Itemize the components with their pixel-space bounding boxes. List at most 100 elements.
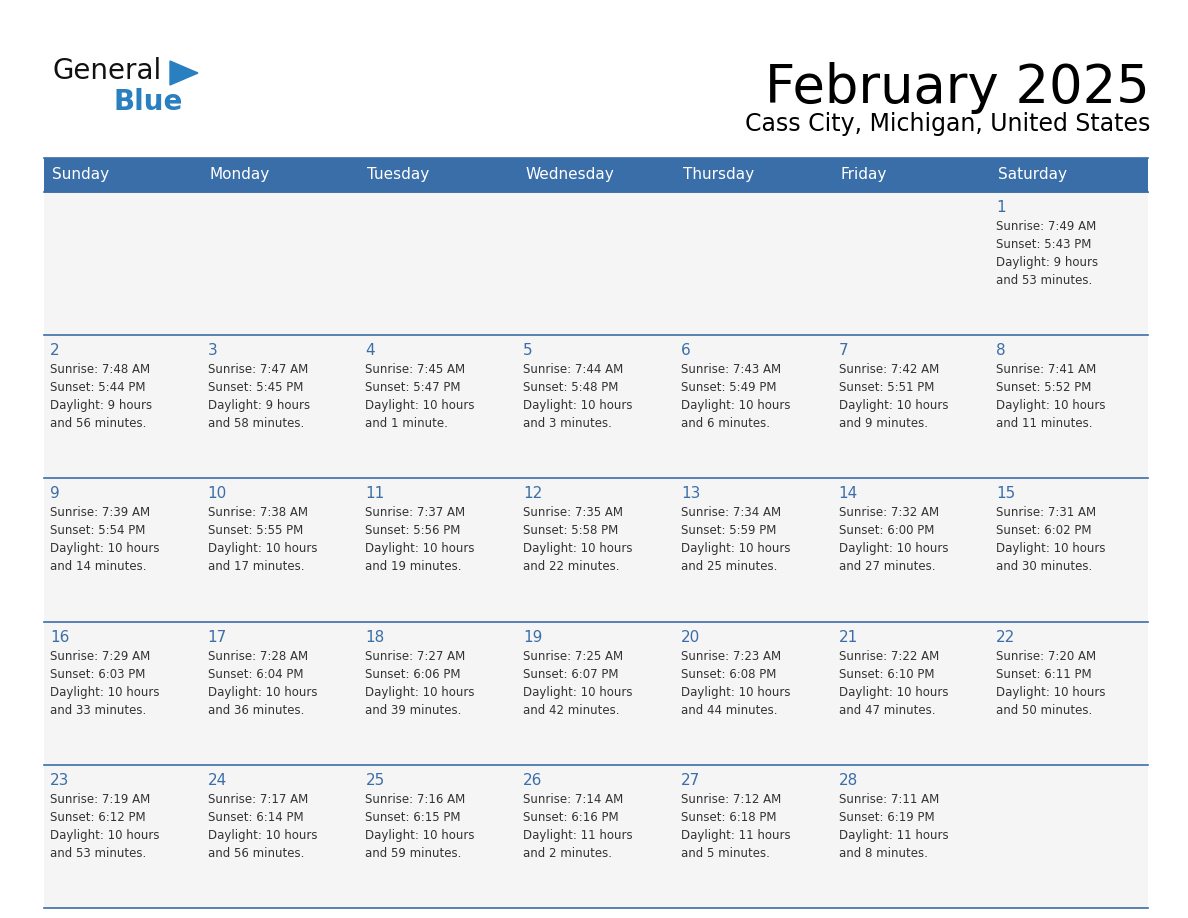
Text: 28: 28 — [839, 773, 858, 788]
Text: Sunrise: 7:34 AM: Sunrise: 7:34 AM — [681, 507, 781, 520]
Text: and 14 minutes.: and 14 minutes. — [50, 560, 146, 574]
Text: and 22 minutes.: and 22 minutes. — [523, 560, 620, 574]
Text: Wednesday: Wednesday — [525, 167, 614, 183]
Text: 18: 18 — [366, 630, 385, 644]
Text: and 2 minutes.: and 2 minutes. — [523, 846, 612, 860]
Text: Daylight: 10 hours: Daylight: 10 hours — [50, 829, 159, 842]
Text: Daylight: 10 hours: Daylight: 10 hours — [366, 829, 475, 842]
Text: 10: 10 — [208, 487, 227, 501]
Text: Sunrise: 7:49 AM: Sunrise: 7:49 AM — [997, 220, 1097, 233]
Text: and 56 minutes.: and 56 minutes. — [50, 417, 146, 431]
Text: Daylight: 10 hours: Daylight: 10 hours — [523, 399, 633, 412]
Text: Sunrise: 7:25 AM: Sunrise: 7:25 AM — [523, 650, 624, 663]
Text: 5: 5 — [523, 343, 532, 358]
Text: Sunrise: 7:12 AM: Sunrise: 7:12 AM — [681, 793, 781, 806]
Text: Sunrise: 7:23 AM: Sunrise: 7:23 AM — [681, 650, 781, 663]
Text: Sunset: 6:19 PM: Sunset: 6:19 PM — [839, 811, 934, 823]
Text: 4: 4 — [366, 343, 375, 358]
Text: Sunrise: 7:43 AM: Sunrise: 7:43 AM — [681, 364, 781, 376]
Text: and 19 minutes.: and 19 minutes. — [366, 560, 462, 574]
Text: 25: 25 — [366, 773, 385, 788]
Text: Sunset: 5:49 PM: Sunset: 5:49 PM — [681, 381, 776, 394]
Text: and 53 minutes.: and 53 minutes. — [997, 274, 1093, 287]
Text: Daylight: 10 hours: Daylight: 10 hours — [997, 399, 1106, 412]
Text: Daylight: 10 hours: Daylight: 10 hours — [681, 543, 790, 555]
Text: 20: 20 — [681, 630, 700, 644]
Text: Sunset: 5:55 PM: Sunset: 5:55 PM — [208, 524, 303, 537]
Text: Daylight: 11 hours: Daylight: 11 hours — [681, 829, 790, 842]
Text: Sunrise: 7:48 AM: Sunrise: 7:48 AM — [50, 364, 150, 376]
Text: Sunrise: 7:31 AM: Sunrise: 7:31 AM — [997, 507, 1097, 520]
Text: Sunset: 6:04 PM: Sunset: 6:04 PM — [208, 667, 303, 680]
Text: 14: 14 — [839, 487, 858, 501]
Text: Sunrise: 7:42 AM: Sunrise: 7:42 AM — [839, 364, 939, 376]
Text: 1: 1 — [997, 200, 1006, 215]
Text: 19: 19 — [523, 630, 543, 644]
Text: 7: 7 — [839, 343, 848, 358]
Text: Sunset: 6:07 PM: Sunset: 6:07 PM — [523, 667, 619, 680]
Text: and 36 minutes.: and 36 minutes. — [208, 703, 304, 717]
Text: Sunset: 6:14 PM: Sunset: 6:14 PM — [208, 811, 303, 823]
Text: and 50 minutes.: and 50 minutes. — [997, 703, 1093, 717]
Text: Blue: Blue — [114, 88, 183, 116]
Text: Daylight: 10 hours: Daylight: 10 hours — [208, 543, 317, 555]
Text: Daylight: 10 hours: Daylight: 10 hours — [681, 686, 790, 699]
Text: Daylight: 10 hours: Daylight: 10 hours — [997, 686, 1106, 699]
Text: General: General — [52, 57, 162, 85]
Text: February 2025: February 2025 — [765, 62, 1150, 114]
Text: Sunset: 5:52 PM: Sunset: 5:52 PM — [997, 381, 1092, 394]
Text: 15: 15 — [997, 487, 1016, 501]
Text: Sunset: 5:44 PM: Sunset: 5:44 PM — [50, 381, 145, 394]
Text: and 9 minutes.: and 9 minutes. — [839, 417, 928, 431]
Text: Sunset: 5:47 PM: Sunset: 5:47 PM — [366, 381, 461, 394]
Text: Cass City, Michigan, United States: Cass City, Michigan, United States — [745, 112, 1150, 136]
Text: and 1 minute.: and 1 minute. — [366, 417, 448, 431]
Text: Sunset: 6:02 PM: Sunset: 6:02 PM — [997, 524, 1092, 537]
Text: Sunset: 5:43 PM: Sunset: 5:43 PM — [997, 238, 1092, 251]
Text: and 17 minutes.: and 17 minutes. — [208, 560, 304, 574]
Text: Sunrise: 7:45 AM: Sunrise: 7:45 AM — [366, 364, 466, 376]
Text: and 58 minutes.: and 58 minutes. — [208, 417, 304, 431]
Text: Sunrise: 7:14 AM: Sunrise: 7:14 AM — [523, 793, 624, 806]
Text: and 8 minutes.: and 8 minutes. — [839, 846, 928, 860]
Text: Sunrise: 7:44 AM: Sunrise: 7:44 AM — [523, 364, 624, 376]
Text: Sunrise: 7:32 AM: Sunrise: 7:32 AM — [839, 507, 939, 520]
Text: Friday: Friday — [841, 167, 887, 183]
Text: Sunrise: 7:47 AM: Sunrise: 7:47 AM — [208, 364, 308, 376]
Text: Sunrise: 7:11 AM: Sunrise: 7:11 AM — [839, 793, 939, 806]
Text: and 47 minutes.: and 47 minutes. — [839, 703, 935, 717]
Text: 23: 23 — [50, 773, 69, 788]
Text: 8: 8 — [997, 343, 1006, 358]
Text: Sunset: 6:00 PM: Sunset: 6:00 PM — [839, 524, 934, 537]
Text: 22: 22 — [997, 630, 1016, 644]
Text: and 42 minutes.: and 42 minutes. — [523, 703, 620, 717]
Text: and 27 minutes.: and 27 minutes. — [839, 560, 935, 574]
Text: 13: 13 — [681, 487, 700, 501]
Text: Daylight: 10 hours: Daylight: 10 hours — [50, 543, 159, 555]
Text: Sunset: 5:51 PM: Sunset: 5:51 PM — [839, 381, 934, 394]
Text: Daylight: 10 hours: Daylight: 10 hours — [50, 686, 159, 699]
Text: and 56 minutes.: and 56 minutes. — [208, 846, 304, 860]
Text: 2: 2 — [50, 343, 59, 358]
Text: Sunset: 6:15 PM: Sunset: 6:15 PM — [366, 811, 461, 823]
Polygon shape — [170, 61, 198, 85]
Text: and 39 minutes.: and 39 minutes. — [366, 703, 462, 717]
Text: Daylight: 10 hours: Daylight: 10 hours — [523, 543, 633, 555]
Text: Sunrise: 7:39 AM: Sunrise: 7:39 AM — [50, 507, 150, 520]
Text: Sunset: 5:54 PM: Sunset: 5:54 PM — [50, 524, 145, 537]
Text: Sunset: 5:56 PM: Sunset: 5:56 PM — [366, 524, 461, 537]
Text: 11: 11 — [366, 487, 385, 501]
Text: Sunrise: 7:17 AM: Sunrise: 7:17 AM — [208, 793, 308, 806]
Text: Sunset: 6:08 PM: Sunset: 6:08 PM — [681, 667, 776, 680]
Text: Sunset: 6:10 PM: Sunset: 6:10 PM — [839, 667, 934, 680]
Text: and 5 minutes.: and 5 minutes. — [681, 846, 770, 860]
Text: Sunrise: 7:28 AM: Sunrise: 7:28 AM — [208, 650, 308, 663]
Text: and 6 minutes.: and 6 minutes. — [681, 417, 770, 431]
Text: and 33 minutes.: and 33 minutes. — [50, 703, 146, 717]
Text: Sunrise: 7:22 AM: Sunrise: 7:22 AM — [839, 650, 939, 663]
Text: Sunrise: 7:19 AM: Sunrise: 7:19 AM — [50, 793, 150, 806]
Text: Daylight: 10 hours: Daylight: 10 hours — [208, 829, 317, 842]
Text: Sunset: 5:45 PM: Sunset: 5:45 PM — [208, 381, 303, 394]
Text: 24: 24 — [208, 773, 227, 788]
Text: Daylight: 10 hours: Daylight: 10 hours — [366, 543, 475, 555]
